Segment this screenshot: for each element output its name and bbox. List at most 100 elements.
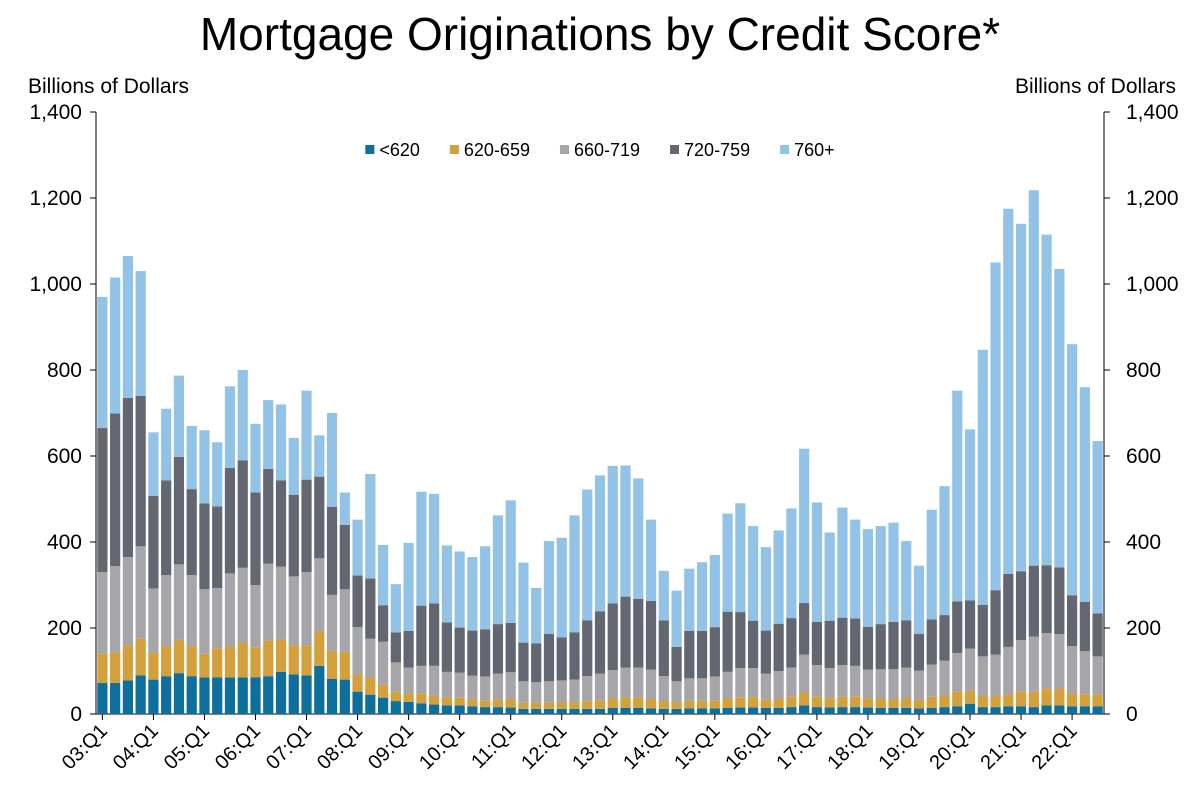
y-tick-label: 200	[47, 617, 82, 640]
bar-segment	[964, 600, 976, 649]
bar-segment	[990, 262, 1001, 591]
bar-segment	[837, 664, 848, 697]
bar-segment	[97, 428, 108, 573]
bar-segment	[263, 400, 274, 469]
bar-segment	[569, 708, 580, 714]
bar-segment	[122, 557, 134, 646]
bar-segment	[952, 652, 963, 692]
bar-segment	[1041, 234, 1052, 566]
bar-segment	[148, 652, 159, 680]
bar-segment	[748, 620, 759, 668]
bar-segment	[212, 506, 223, 589]
bar-segment	[671, 590, 682, 647]
bar-segment	[773, 698, 784, 708]
bar-segment	[760, 699, 771, 708]
x-tick-label: 20:Q1	[925, 720, 979, 774]
bar-segment	[531, 702, 542, 709]
bar-segment	[824, 620, 835, 668]
bar-segment	[977, 656, 988, 696]
bar-segment	[352, 575, 363, 628]
legend-swatch	[365, 145, 375, 154]
bar-segment	[939, 707, 950, 714]
bar-segment	[352, 519, 363, 576]
bar-segment	[735, 667, 746, 698]
bar-segment	[288, 494, 299, 577]
bar-segment	[939, 615, 950, 661]
bar-segment	[862, 529, 874, 627]
bar-segment	[1041, 565, 1052, 634]
bar-segment	[773, 707, 784, 714]
bar-segment	[314, 665, 325, 714]
bar-segment	[1028, 707, 1039, 714]
bar-segment	[212, 442, 223, 507]
bar-segment	[301, 572, 312, 646]
bar-segment	[569, 701, 580, 709]
bar-segment	[492, 707, 504, 714]
bar-segment	[862, 707, 874, 714]
y-tick-label: 1,000	[29, 273, 82, 296]
legend-swatch	[449, 145, 459, 154]
bar-segment	[850, 618, 861, 666]
bar-segment	[811, 621, 823, 665]
y2-tick-label: 600	[1126, 445, 1161, 468]
bar-segment	[288, 645, 299, 675]
y2-tick-label: 400	[1126, 531, 1161, 554]
bar-segment	[377, 641, 389, 685]
bar-segment	[148, 495, 159, 589]
bar-segment	[569, 679, 580, 702]
bar-segment	[888, 669, 899, 699]
bar-segment	[492, 624, 504, 674]
bar-segment	[161, 676, 172, 714]
bar-segment	[326, 413, 338, 507]
bar-segment	[799, 603, 810, 655]
y2-tick-label: 1,000	[1126, 273, 1179, 296]
bar-segment	[250, 492, 261, 585]
y-tick-label: 600	[47, 445, 82, 468]
bar-segment	[671, 646, 682, 682]
x-tick-label: 04:Q1	[109, 720, 163, 774]
bar-segment	[1003, 706, 1014, 714]
bar-segment	[990, 654, 1001, 696]
bar-segment	[1066, 595, 1078, 647]
bar-segment	[454, 627, 465, 673]
bar-segment	[1054, 268, 1065, 568]
bar-segment	[671, 681, 682, 702]
x-tick-label: 17:Q1	[772, 720, 826, 774]
bar-segment	[416, 703, 427, 714]
bar-segment	[531, 588, 542, 644]
bar-segment	[875, 624, 886, 670]
bar-segment	[990, 707, 1001, 714]
bar-segment	[696, 708, 708, 714]
bar-segment	[97, 653, 108, 684]
bar-segment	[633, 598, 644, 668]
bar-segment	[837, 696, 848, 708]
bar-segment	[964, 703, 976, 714]
bar-segment	[326, 594, 338, 651]
bar-segment	[365, 694, 376, 714]
bar-segment	[263, 563, 274, 641]
x-tick-label: 13:Q1	[568, 720, 622, 774]
bar-segment	[110, 566, 121, 653]
bar-segment	[531, 708, 542, 714]
bar-segment	[696, 700, 708, 709]
bar-segment	[531, 643, 542, 683]
bar-segment	[1041, 689, 1052, 706]
bar-segment	[722, 671, 733, 699]
bar-segment	[441, 671, 452, 698]
bar-segment	[607, 603, 618, 671]
bar-segment	[696, 562, 708, 632]
bar-segment	[633, 697, 644, 708]
bar-segment	[505, 707, 516, 714]
x-tick-label: 22:Q1	[1028, 720, 1082, 774]
bar-segment	[850, 519, 861, 619]
bar-segment	[799, 654, 810, 693]
bar-segment	[314, 476, 325, 559]
bar-segment	[492, 515, 504, 625]
bar-segment	[748, 697, 759, 708]
x-tick-label: 15:Q1	[670, 720, 724, 774]
bar-segment	[556, 637, 567, 681]
bar-segment	[365, 677, 376, 695]
bar-segment	[339, 524, 350, 590]
bar-segment	[122, 256, 134, 398]
y-tick-label: 1,400	[29, 101, 82, 124]
